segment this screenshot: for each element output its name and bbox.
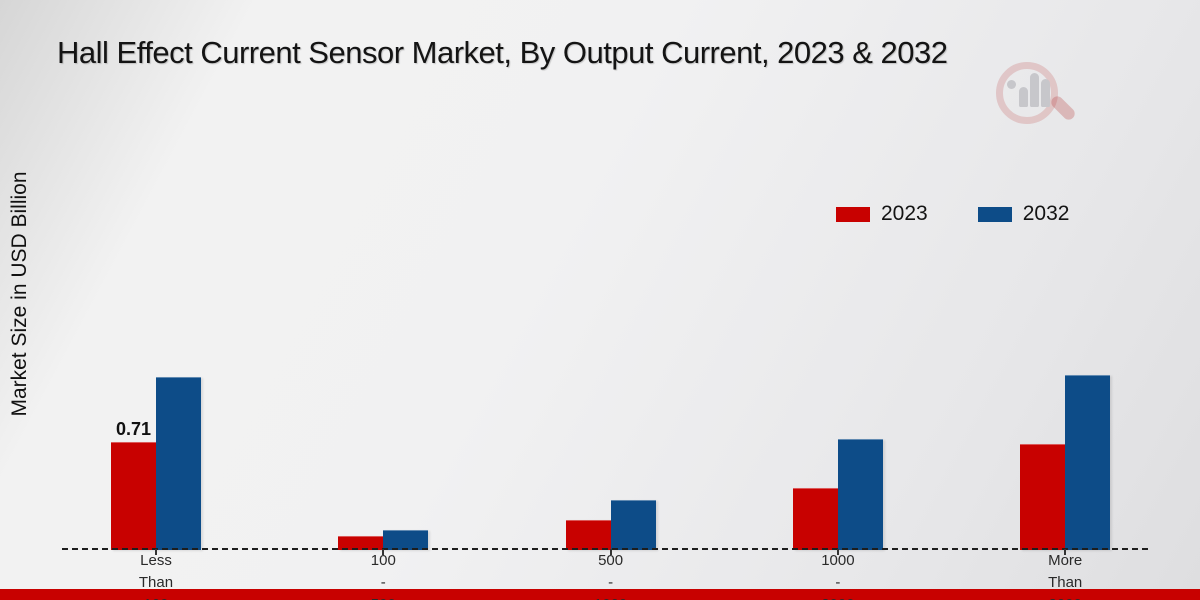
footer-band [0, 589, 1200, 600]
magnifier-ring-icon [996, 62, 1058, 124]
x-axis-category-label: 1000-2000 [821, 552, 855, 600]
bar-2032-500-1000 [610, 500, 656, 550]
market-research-future-watermark-logo [993, 56, 1085, 128]
bar-value-label: 0.71 [115, 419, 152, 440]
legend-swatch-2032 [977, 206, 1012, 222]
legend-item-2032: 2032 [977, 202, 1070, 226]
bar-2023-more-than-2000 [1020, 444, 1066, 550]
bar-2032-more-than-2000 [1065, 375, 1111, 550]
bar-2032-less-than-100 [156, 377, 201, 550]
legend-label-2023: 2023 [881, 202, 928, 225]
x-axis-tick [609, 549, 612, 555]
logo-dot-icon [1007, 80, 1016, 89]
legend-item-2023: 2023 [836, 202, 928, 226]
x-axis-category-label: MoreThan2000 [1048, 552, 1083, 600]
x-axis-tick [836, 549, 839, 555]
legend: 2023 2032 [836, 202, 1069, 226]
logo-bar-icon [1019, 87, 1028, 107]
bar-2023-less-than-100 [111, 442, 156, 550]
x-axis-category-label: 500-1000 [594, 552, 627, 600]
x-axis-tick [382, 549, 385, 555]
legend-label-2032: 2032 [1022, 202, 1070, 225]
chart-title: Hall Effect Current Sensor Market, By Ou… [57, 35, 948, 70]
bar-2032-1000-2000 [837, 439, 883, 550]
bar-2023-1000-2000 [792, 488, 838, 550]
x-axis-tick [1064, 549, 1067, 555]
legend-swatch-2023 [836, 206, 870, 222]
bar-2032-100-500 [383, 530, 429, 550]
logo-bar-icon [1041, 79, 1050, 107]
x-axis-category-label: 100-500 [370, 552, 396, 600]
bar-2023-100-500 [338, 536, 384, 550]
x-axis-baseline [62, 548, 1148, 550]
x-axis-tick [155, 549, 157, 555]
bar-2023-500-1000 [565, 520, 611, 550]
logo-bar-icon [1030, 73, 1039, 107]
